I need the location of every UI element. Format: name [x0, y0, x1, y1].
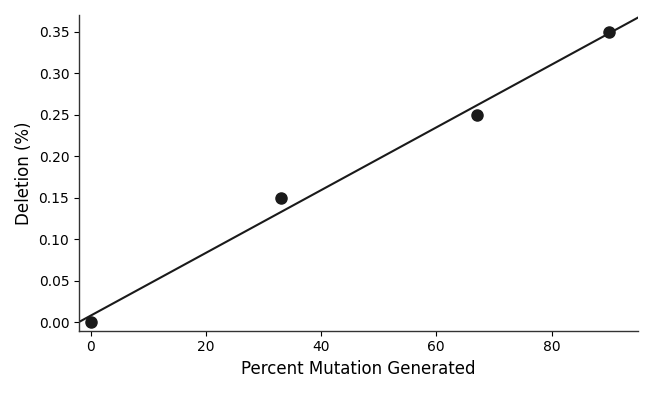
Y-axis label: Deletion (%): Deletion (%) [15, 121, 33, 225]
Point [604, 28, 614, 35]
X-axis label: Percent Mutation Generated: Percent Mutation Generated [241, 360, 476, 378]
Point [276, 195, 286, 201]
Point [86, 319, 96, 325]
Point [471, 112, 482, 118]
